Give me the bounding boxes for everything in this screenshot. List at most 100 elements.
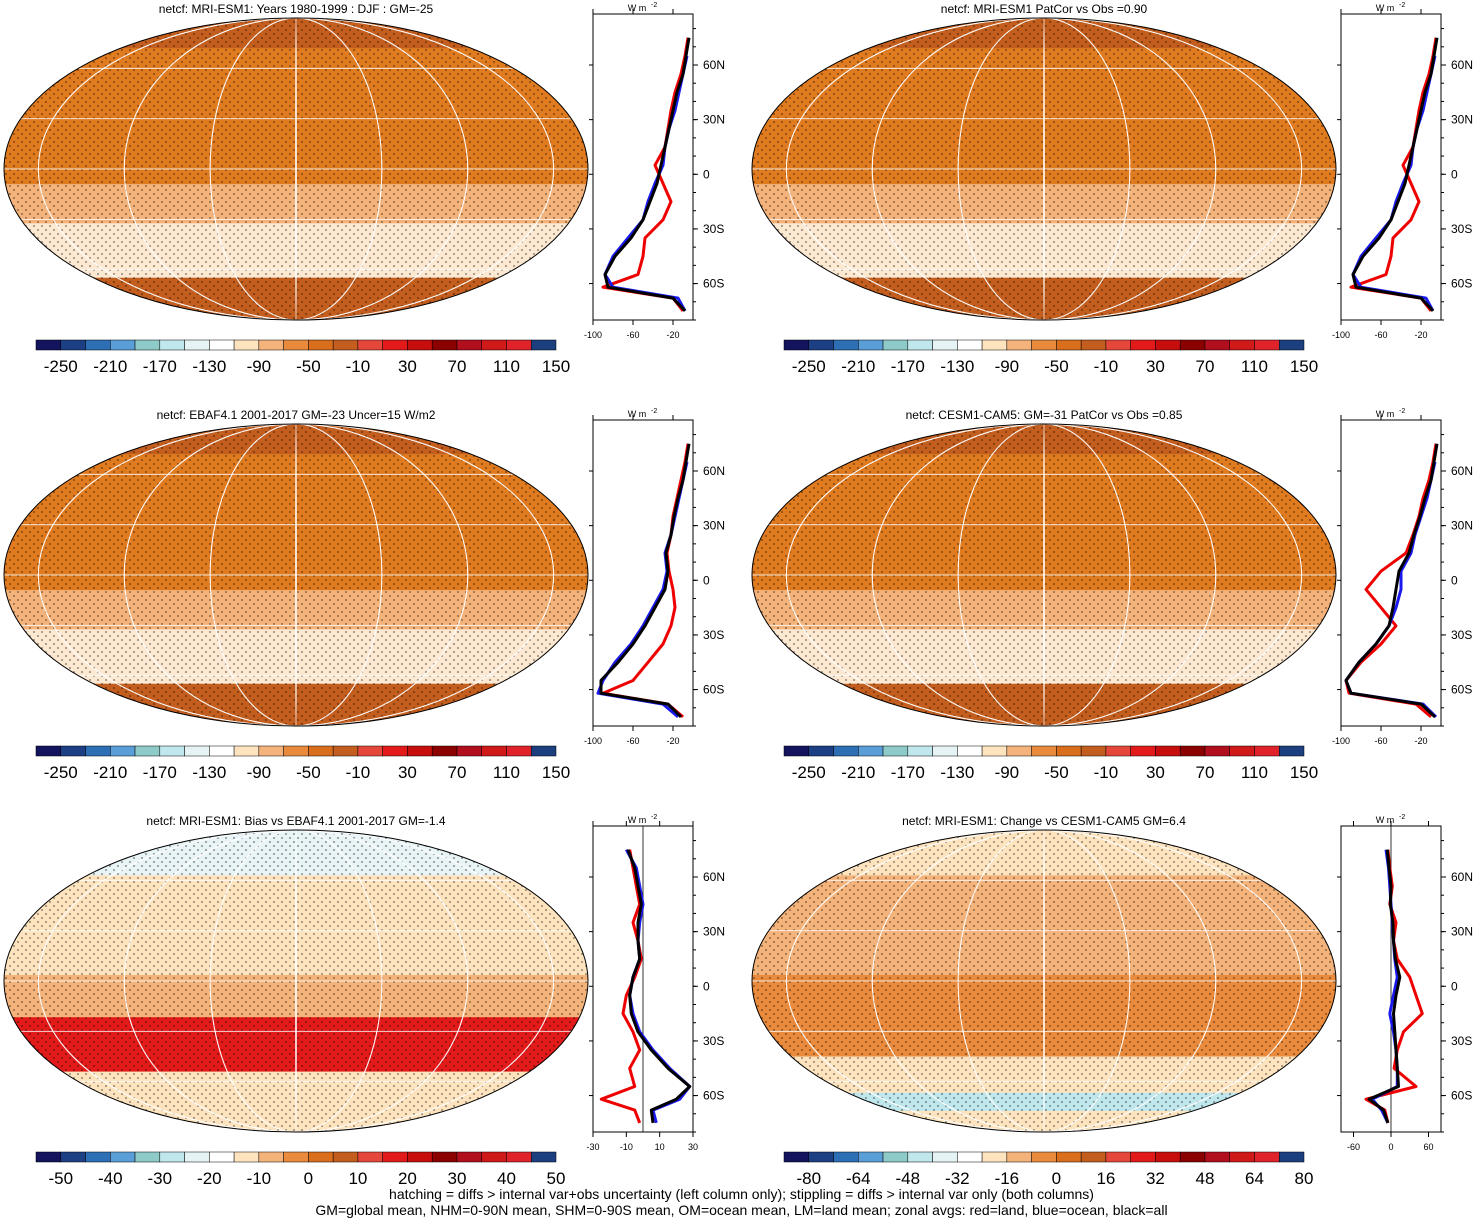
colorbar-swatch bbox=[357, 339, 383, 351]
map-title: netcf: MRI-ESM1: Bias vs EBAF4.1 2001-20… bbox=[146, 814, 446, 828]
colorbar-label: -30 bbox=[148, 1169, 173, 1188]
colorbar-swatch bbox=[1080, 745, 1107, 757]
zonal-plot: W m -2 60N 30N 0 30S 60S -100 -60 -20 bbox=[584, 2, 725, 340]
lat-tick-label: 30N bbox=[1451, 519, 1473, 533]
panel-svg: -50 -40 -30 -20 -10 0 10 20 30 40 50 W m -2 60N 30N 0 30… bbox=[3, 814, 725, 1188]
colorbar-swatch bbox=[308, 745, 334, 757]
lat-tick-label: 30S bbox=[1451, 628, 1472, 642]
colorbar-swatch bbox=[858, 339, 884, 351]
colorbar-swatch bbox=[1278, 1151, 1305, 1163]
colorbar-swatch bbox=[159, 745, 185, 757]
colorbar-swatch bbox=[407, 339, 433, 351]
colorbar-swatch bbox=[209, 745, 235, 757]
footer-line-2: GM=global mean, NHM=0-90N mean, SHM=0-90… bbox=[315, 1202, 1168, 1218]
x-tick-label: 60 bbox=[1423, 1142, 1433, 1152]
panel-mri-esm1-patcor: netcf: MRI-ESM1 PatCor vs Obs =0.90 -250-… bbox=[748, 0, 1483, 400]
lat-tick-label: 30N bbox=[703, 113, 725, 127]
panel-mri-esm1-climatology: netcf: MRI-ESM1: Years 1980-1999 : DJF :… bbox=[0, 0, 735, 400]
colorbar-label: 10 bbox=[348, 1169, 367, 1188]
lat-tick-label: 60S bbox=[1451, 1089, 1472, 1103]
lat-tick-label: 30N bbox=[1451, 113, 1473, 127]
map-field bbox=[4, 424, 588, 726]
colorbar-swatch bbox=[1278, 745, 1305, 757]
colorbar-label: -170 bbox=[143, 357, 177, 376]
colorbar-label: 0 bbox=[304, 1169, 313, 1188]
colorbar-label: -10 bbox=[346, 763, 371, 782]
colorbar-swatch bbox=[481, 339, 507, 351]
colorbar-label: 30 bbox=[447, 1169, 466, 1188]
colorbar-swatch bbox=[159, 339, 185, 351]
map-meridian bbox=[209, 830, 383, 1132]
colorbar-swatch bbox=[60, 339, 86, 351]
colorbar-label: 0 bbox=[1052, 1169, 1061, 1188]
zonal-unit-label: W m bbox=[1376, 815, 1395, 825]
colorbar-label: -20 bbox=[197, 1169, 222, 1188]
colorbar-label: 150 bbox=[542, 763, 570, 782]
map-outline bbox=[751, 423, 1337, 727]
footer-line-1: hatching = diffs > internal var+obs unce… bbox=[389, 1186, 1094, 1202]
lat-tick-label: 30N bbox=[703, 519, 725, 533]
zonal-line-all bbox=[626, 849, 692, 1124]
colorbar-label: -32 bbox=[945, 1169, 970, 1188]
colorbar-label: -10 bbox=[1094, 763, 1119, 782]
x-tick-label: -60 bbox=[1347, 1142, 1360, 1152]
colorbar-label: 64 bbox=[1245, 1169, 1264, 1188]
colorbar-swatch bbox=[783, 745, 810, 757]
lat-tick-label: 30S bbox=[1451, 222, 1472, 236]
colorbar-swatch bbox=[808, 745, 834, 757]
lat-tick-label: 60S bbox=[703, 683, 724, 697]
colorbar-swatch bbox=[1006, 745, 1032, 757]
x-tick-label: -10 bbox=[620, 1142, 633, 1152]
map-title: netcf: MRI-ESM1 PatCor vs Obs =0.90 bbox=[940, 2, 1148, 16]
zonal-line-land bbox=[1344, 443, 1438, 719]
colorbar-label: -50 bbox=[296, 357, 321, 376]
panel-mri-esm1-change: netcf: MRI-ESM1: Change vs CESM1-CAM5 GM… bbox=[748, 812, 1483, 1212]
colorbar-label: 40 bbox=[497, 1169, 516, 1188]
colorbar-label: -40 bbox=[98, 1169, 123, 1188]
colorbar-label: -50 bbox=[1044, 763, 1069, 782]
colorbar-swatch bbox=[283, 339, 309, 351]
map-field bbox=[4, 18, 588, 320]
map-outline bbox=[3, 829, 589, 1133]
x-tick-label: -20 bbox=[666, 736, 679, 746]
colorbar-label: 80 bbox=[1295, 1169, 1314, 1188]
colorbar-swatch bbox=[1179, 1151, 1206, 1163]
x-tick-label: -100 bbox=[1332, 330, 1350, 340]
zonal-line-land bbox=[601, 443, 690, 719]
colorbar-swatch bbox=[981, 339, 1008, 351]
colorbar-swatch bbox=[1031, 1151, 1057, 1163]
map-meridian bbox=[123, 830, 469, 1132]
colorbar-swatch bbox=[932, 745, 958, 757]
colorbar-swatch bbox=[530, 745, 557, 757]
colorbar-swatch bbox=[431, 339, 458, 351]
colorbar-label: -16 bbox=[995, 1169, 1020, 1188]
colorbar-swatch bbox=[932, 1151, 958, 1163]
x-tick-label: -60 bbox=[1374, 330, 1387, 340]
colorbar-swatch bbox=[184, 339, 210, 351]
colorbar-swatch bbox=[1056, 1151, 1082, 1163]
colorbar-swatch bbox=[957, 745, 983, 757]
zonal-unit-superscript: -2 bbox=[1399, 2, 1405, 9]
map-field bbox=[752, 18, 1336, 320]
x-tick-label: -20 bbox=[1414, 330, 1427, 340]
lat-tick-label: 0 bbox=[703, 167, 710, 181]
x-tick-label: -60 bbox=[1374, 736, 1387, 746]
colorbar-swatch bbox=[1204, 1151, 1230, 1163]
colorbar-swatch bbox=[907, 339, 933, 351]
colorbar-swatch bbox=[407, 1151, 433, 1163]
colorbar-swatch bbox=[1179, 745, 1206, 757]
colorbar-swatch bbox=[308, 1151, 334, 1163]
zonal-plot: W m -2 60N 30N 0 30S 60S -30 -10 10 30 bbox=[586, 814, 725, 1152]
map-outline bbox=[751, 17, 1337, 321]
x-tick-label: 10 bbox=[655, 1142, 665, 1152]
colorbar-swatch bbox=[332, 339, 359, 351]
panel-cesm1-cam5: netcf: CESM1-CAM5: GM=-31 PatCor vs Obs … bbox=[748, 406, 1483, 806]
colorbar-swatch bbox=[258, 339, 284, 351]
colorbar-swatch bbox=[233, 339, 260, 351]
colorbar-swatch bbox=[1229, 339, 1255, 351]
colorbar-swatch bbox=[783, 1151, 810, 1163]
colorbar-swatch bbox=[35, 745, 62, 757]
colorbar-swatch bbox=[957, 1151, 983, 1163]
panel-svg: -80 -64 -48 -32 -16 0 16 32 48 64 80 W m -2 60N 30N 0 30… bbox=[751, 814, 1473, 1188]
colorbar-swatch bbox=[184, 1151, 210, 1163]
